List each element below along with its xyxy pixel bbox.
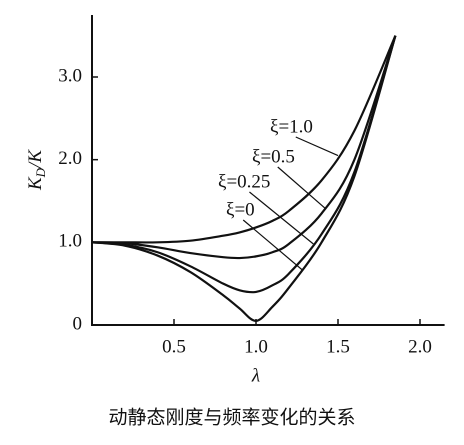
x-axis-label: λ <box>251 365 260 386</box>
x-tick-label: 0.5 <box>162 336 186 357</box>
leader-line <box>249 191 314 245</box>
axes <box>91 15 445 326</box>
y-label-main: K <box>25 176 46 191</box>
curve <box>91 35 397 294</box>
curve <box>91 35 397 322</box>
y-tick-label: 1.0 <box>58 231 82 252</box>
series-label: ξ=1.0 <box>270 116 313 137</box>
y-axis-label: KD/K <box>25 149 48 191</box>
leader-line <box>277 166 326 209</box>
y-tick-label: 0 <box>73 313 83 334</box>
series-label: ξ=0.5 <box>252 146 295 167</box>
curve <box>91 35 397 260</box>
x-tick-label: 1.0 <box>244 336 268 357</box>
caption: 动静态刚度与频率变化的关系 <box>108 407 355 429</box>
x-tick-label: 2.0 <box>408 336 432 357</box>
series-label: ξ=0 <box>226 199 255 220</box>
y-tick-label: 3.0 <box>58 65 82 86</box>
y-label-sub: D <box>33 167 48 178</box>
leader-line <box>295 136 339 157</box>
y-label-rest: /K <box>25 149 46 169</box>
y-tick-label: 2.0 <box>58 148 82 169</box>
leader-line <box>242 219 303 271</box>
series-label: ξ=0.25 <box>218 171 270 192</box>
x-tick-label: 1.5 <box>326 336 350 357</box>
curve <box>92 35 397 244</box>
